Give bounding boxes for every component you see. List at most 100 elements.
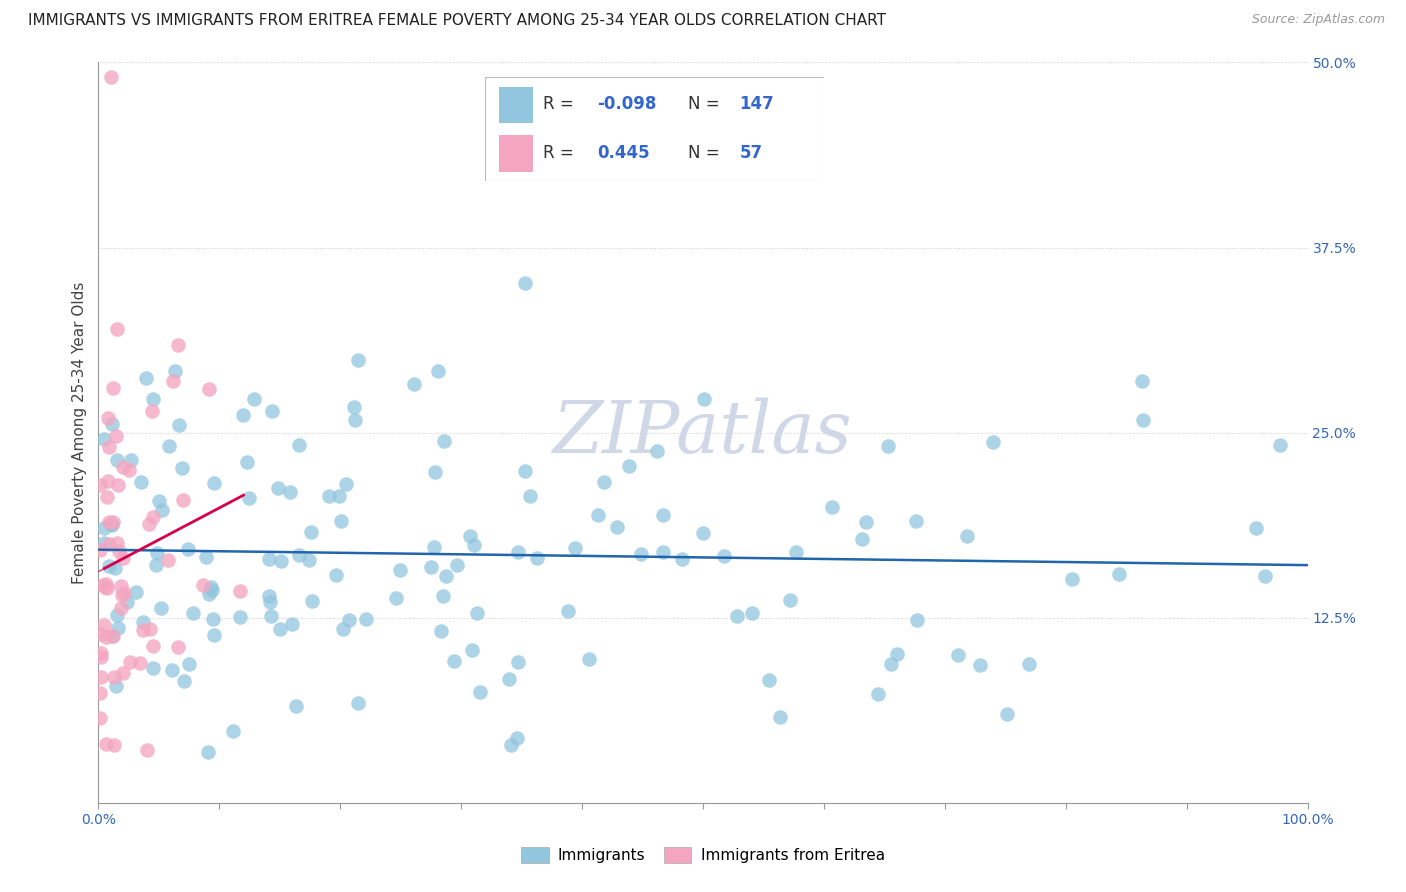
Point bbox=[270, 553, 292, 567]
Point bbox=[905, 613, 928, 627]
Point bbox=[202, 476, 225, 491]
Point bbox=[136, 743, 159, 757]
Point bbox=[93, 617, 115, 632]
Point bbox=[138, 516, 160, 531]
Point bbox=[267, 481, 290, 495]
Point bbox=[111, 665, 134, 680]
Point bbox=[725, 608, 748, 623]
Point bbox=[278, 485, 301, 500]
Point bbox=[162, 375, 184, 389]
Point bbox=[652, 508, 675, 523]
Point bbox=[145, 558, 167, 572]
Point bbox=[779, 593, 801, 607]
Point bbox=[96, 581, 118, 595]
Point bbox=[98, 559, 121, 574]
Point bbox=[880, 657, 903, 671]
Point bbox=[197, 587, 219, 601]
Point bbox=[404, 376, 426, 391]
Point bbox=[606, 520, 628, 534]
Point bbox=[420, 559, 443, 574]
Point bbox=[111, 588, 134, 602]
Point bbox=[105, 452, 128, 467]
Point bbox=[141, 404, 163, 418]
Point bbox=[94, 580, 117, 594]
Point bbox=[593, 475, 616, 489]
Point bbox=[354, 612, 377, 626]
Point bbox=[284, 698, 307, 713]
Point bbox=[100, 70, 122, 85]
Point bbox=[301, 594, 323, 608]
Point bbox=[191, 578, 214, 592]
Point bbox=[107, 477, 129, 491]
Point bbox=[141, 661, 163, 675]
Point bbox=[330, 514, 353, 528]
Point bbox=[169, 417, 191, 432]
Point bbox=[343, 413, 366, 427]
Point bbox=[101, 517, 124, 532]
Point bbox=[385, 591, 408, 606]
Point bbox=[866, 687, 889, 701]
Point bbox=[104, 429, 127, 443]
Point bbox=[179, 657, 201, 671]
Point bbox=[101, 629, 124, 643]
Point bbox=[332, 622, 354, 636]
Point bbox=[107, 621, 129, 635]
Point bbox=[177, 542, 200, 557]
Point bbox=[89, 478, 111, 492]
Point bbox=[197, 383, 219, 397]
Point bbox=[506, 545, 529, 559]
Point bbox=[513, 276, 536, 290]
Point bbox=[118, 463, 141, 477]
Y-axis label: Female Poverty Among 25-34 Year Olds: Female Poverty Among 25-34 Year Olds bbox=[72, 282, 87, 583]
Point bbox=[200, 580, 222, 594]
Point bbox=[1130, 374, 1153, 388]
Point bbox=[172, 461, 194, 475]
Point bbox=[460, 643, 482, 657]
Point bbox=[96, 491, 118, 505]
Point bbox=[1132, 413, 1154, 427]
Legend: Immigrants, Immigrants from Eritrea: Immigrants, Immigrants from Eritrea bbox=[515, 841, 891, 869]
Point bbox=[131, 615, 153, 629]
Point bbox=[578, 651, 600, 665]
Point bbox=[465, 606, 488, 620]
Point bbox=[318, 489, 340, 503]
Point bbox=[129, 656, 152, 670]
Point bbox=[100, 517, 122, 532]
Point bbox=[97, 410, 120, 425]
Point bbox=[90, 649, 112, 664]
Point bbox=[287, 548, 309, 562]
Point bbox=[1018, 657, 1040, 672]
Point bbox=[470, 684, 492, 698]
Point bbox=[645, 443, 668, 458]
Point bbox=[630, 547, 652, 561]
Point bbox=[148, 494, 170, 508]
Point bbox=[105, 536, 128, 550]
Point bbox=[886, 647, 908, 661]
Point bbox=[194, 549, 217, 564]
Point bbox=[110, 579, 132, 593]
Point bbox=[94, 737, 117, 751]
Point bbox=[97, 474, 120, 488]
Point bbox=[443, 654, 465, 668]
Point bbox=[769, 710, 792, 724]
Point bbox=[90, 647, 112, 661]
Point bbox=[557, 604, 579, 618]
Point bbox=[713, 549, 735, 563]
Point bbox=[458, 529, 481, 543]
Point bbox=[499, 738, 522, 752]
Point bbox=[94, 630, 117, 644]
Point bbox=[229, 609, 252, 624]
Point bbox=[257, 589, 280, 603]
Point bbox=[228, 584, 250, 599]
Point bbox=[617, 458, 640, 473]
Point bbox=[93, 432, 115, 446]
Point bbox=[299, 525, 322, 540]
Point bbox=[463, 538, 485, 552]
Point bbox=[120, 452, 142, 467]
Point bbox=[232, 408, 254, 422]
Point bbox=[427, 364, 450, 378]
Point bbox=[298, 552, 321, 566]
Point bbox=[269, 622, 291, 636]
Point bbox=[343, 400, 366, 414]
Point bbox=[201, 583, 224, 598]
